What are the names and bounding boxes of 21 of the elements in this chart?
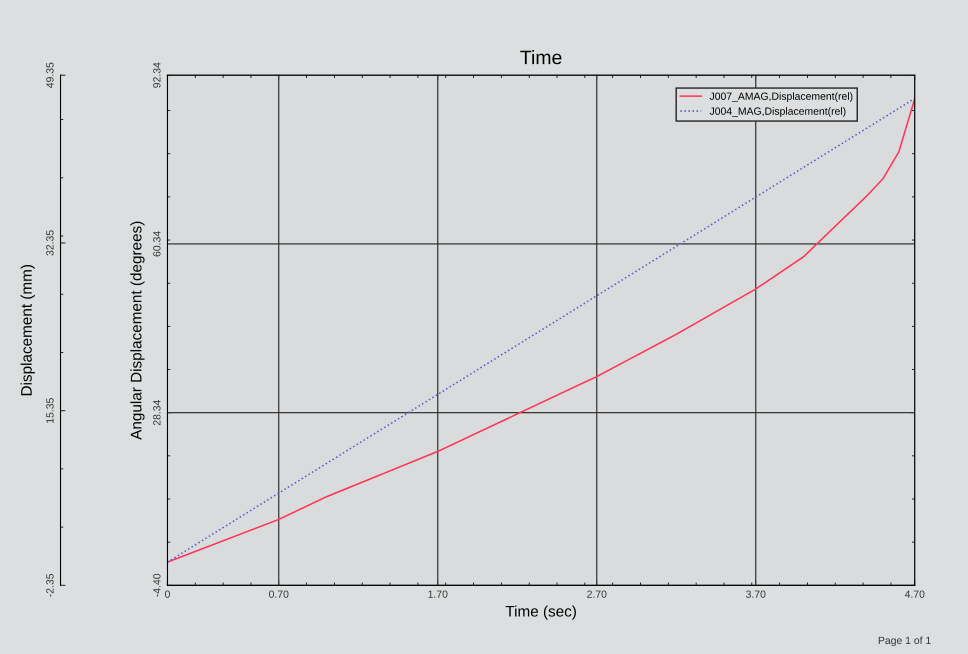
x-tick-label: 2.70 bbox=[587, 590, 606, 598]
x-tick-label: 0.70 bbox=[269, 590, 288, 598]
text: Page 1 of 1 bbox=[878, 636, 931, 646]
y2-tick-label: 32.35 bbox=[46, 230, 54, 256]
y2-axis-title: Displacement (mm) bbox=[20, 265, 35, 396]
y-tick-label: -4.40 bbox=[153, 574, 161, 597]
y2-tick-label: 15.35 bbox=[46, 398, 54, 423]
x-tick-label: 0 bbox=[164, 590, 170, 598]
y2-tick-label: 49.35 bbox=[46, 62, 54, 88]
y-tick-label: 92.34 bbox=[153, 62, 161, 88]
y2-tick-label: -2.35 bbox=[46, 574, 54, 597]
y-tick-label: 60.34 bbox=[153, 231, 161, 256]
x-axis-title: Time (sec) bbox=[506, 605, 576, 620]
y-tick-label: 28.34 bbox=[153, 400, 161, 426]
x-tick-label: 3.70 bbox=[746, 590, 766, 598]
y-axis-title: Angular Displacement (degrees) bbox=[130, 222, 145, 440]
legend-label: J007_AMAG,Displacement(rel) bbox=[710, 92, 852, 102]
x-tick-label: 4.70 bbox=[904, 590, 924, 598]
chart-title: Time bbox=[520, 50, 562, 64]
x-tick-label: 1.70 bbox=[428, 590, 448, 598]
legend-label: J004_MAG,Displacement(rel) bbox=[710, 107, 846, 117]
